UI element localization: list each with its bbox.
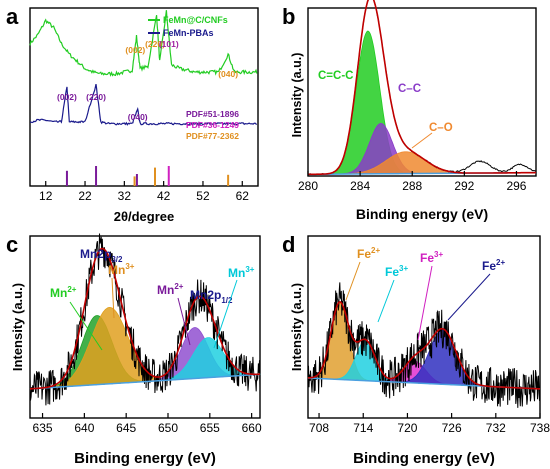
peak-annotation: (040) <box>218 69 238 79</box>
label-mn3plus-b: Mn3+ <box>228 265 255 280</box>
series-line <box>30 83 258 126</box>
reference-sticks <box>65 166 230 186</box>
xps-fit-fe2p <box>307 282 541 408</box>
x-tick-label: 708 <box>309 421 329 435</box>
panel-letter-a: a <box>6 4 19 29</box>
x-axis-label-c: Binding energy (eV) <box>74 450 216 467</box>
x-tick-label: 655 <box>200 421 220 435</box>
plot-frame-a <box>29 7 259 187</box>
panel-letter-d: d <box>282 232 296 257</box>
label-mn2plus-b: Mn2+ <box>157 282 184 297</box>
legend-label-cnfs: FeMn@C/CNFs <box>163 15 228 25</box>
x-tick-label: 284 <box>350 179 370 193</box>
pointer <box>417 265 433 341</box>
x-tick-label: 645 <box>116 421 136 435</box>
x-tick-label: 714 <box>353 421 373 435</box>
panel-d: 708 714 720 726 732 738 Fe2+ Fe3+ Fe3+ Fe2+ I… <box>289 235 550 467</box>
x-tick-label: 635 <box>33 421 53 435</box>
pointer <box>69 301 103 351</box>
label-fe3plus-a: Fe3+ <box>385 264 408 279</box>
peak-annotation: (002) <box>57 92 77 102</box>
legend: FeMn@C/CNFs FeMn-PBAs <box>148 15 228 38</box>
x-tick-label: 738 <box>530 421 550 435</box>
x-tick-label: 292 <box>454 179 474 193</box>
pointer <box>447 273 491 321</box>
peak-label-cc: C–C <box>398 83 421 95</box>
x-tick-label: 726 <box>442 421 462 435</box>
peak-annotation: (101) <box>159 39 179 49</box>
plot-frame-b <box>307 7 537 177</box>
pointer <box>111 277 115 319</box>
xps-fit-c1s <box>307 0 537 176</box>
peak-annotation: (002) <box>125 45 145 55</box>
x-tick-label: 660 <box>242 421 262 435</box>
label-fe2plus-b: Fe2+ <box>482 258 505 273</box>
x-tick-label: 42 <box>157 189 171 203</box>
x-tick-label: 288 <box>402 179 422 193</box>
fit-envelope <box>308 0 536 176</box>
y-axis-label-d: Intensity (a.u.) <box>289 283 304 371</box>
xps-fit-mn2p <box>29 233 261 406</box>
fit-component-CCC <box>308 30 536 175</box>
label-fe2plus-a: Fe2+ <box>357 246 380 261</box>
label-fe3plus-b: Fe3+ <box>420 250 443 265</box>
x-ticks: 12 22 32 42 52 62 <box>39 181 249 203</box>
x-ticks: 280 284 288 292 296 <box>298 171 527 193</box>
x-tick-label: 296 <box>506 179 526 193</box>
x-axis-label-b: Binding energy (eV) <box>356 206 488 222</box>
y-axis-label-b: Intensity (a.u.) <box>290 53 304 138</box>
raw-spectrum <box>308 0 537 175</box>
x-tick-label: 280 <box>298 179 318 193</box>
pointer <box>213 279 238 349</box>
series-line <box>29 10 258 77</box>
x-tick-label: 720 <box>397 421 417 435</box>
label-mn2plus-a: Mn2+ <box>50 285 77 300</box>
peak-annotation: (220) <box>145 39 165 49</box>
label-mn2p32: Mn2p3/2 <box>80 247 123 264</box>
peak-annotation: (040) <box>128 112 148 122</box>
plot-frame-d <box>307 235 541 419</box>
panel-c: 635 640 645 650 655 660 Mn2p3/2 Mn3+ Mn2+ Mn2… <box>10 233 262 467</box>
fit-envelope <box>308 301 541 390</box>
peak-label-ccc: C=C-C <box>318 70 353 82</box>
panel-b: 280 284 288 292 296 C=C-C C–C C–O Intensity … <box>290 0 537 222</box>
x-axis-label-d: Binding energy (eV) <box>353 450 495 467</box>
pdf-label: PDF#36-1249 <box>186 120 239 130</box>
label-mn3plus-a: Mn3+ <box>108 262 135 277</box>
pointer <box>377 279 395 323</box>
x-tick-label: 650 <box>158 421 178 435</box>
x-ticks: 635 640 645 650 655 660 <box>33 413 262 435</box>
pointer <box>177 297 191 346</box>
pdf-label: PDF#77-2362 <box>186 131 239 141</box>
panel-letter-b: b <box>282 4 296 29</box>
x-tick-label: 12 <box>39 189 53 203</box>
pointer-co <box>411 132 433 149</box>
raw-spectrum <box>29 233 261 406</box>
peak-annotation: (220) <box>86 92 106 102</box>
x-tick-label: 732 <box>486 421 506 435</box>
series-lines <box>29 10 258 126</box>
pdf-labels: PDF#51-1896 PDF#36-1249 PDF#77-2362 <box>186 109 239 141</box>
label-mn2p12: Mn2p1/2 <box>190 288 233 305</box>
fit-envelope <box>29 247 260 390</box>
x-axis-label-a: 2θ/degree <box>114 209 175 224</box>
panel-letter-c: c <box>6 232 19 257</box>
pdf-label: PDF#51-1896 <box>186 109 239 119</box>
baseline <box>29 373 261 390</box>
x-tick-label: 52 <box>196 189 210 203</box>
x-ticks: 708 714 720 726 732 738 <box>309 413 550 435</box>
panel-a: (002)(220)(101)(040)(002) (220)(040) 12 22… <box>29 7 259 224</box>
peak-label-co: C–O <box>429 122 453 134</box>
pointer <box>345 261 361 301</box>
x-tick-label: 32 <box>118 189 132 203</box>
x-tick-label: 62 <box>236 189 250 203</box>
legend-label-pbas: FeMn-PBAs <box>163 28 214 38</box>
x-tick-label: 640 <box>74 421 94 435</box>
plot-frame-c <box>29 235 261 419</box>
x-tick-label: 22 <box>78 189 92 203</box>
y-axis-label-c: Intensity (a.u.) <box>10 283 25 371</box>
peak-annotations: (002)(220)(101)(040)(002) (220)(040) <box>57 39 238 122</box>
